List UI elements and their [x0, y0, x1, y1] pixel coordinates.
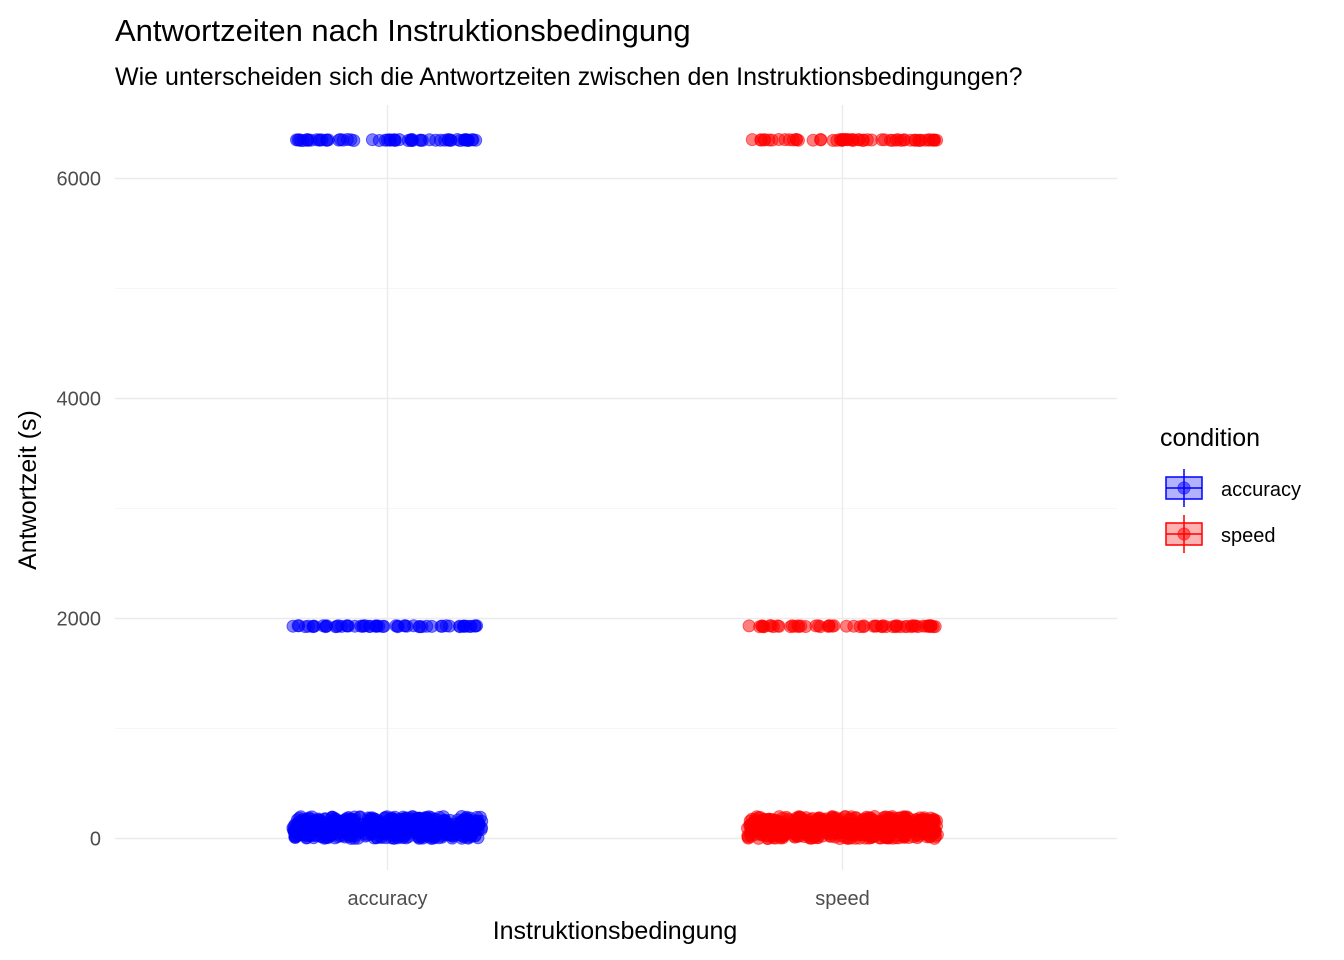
data-point	[912, 133, 926, 147]
data-point	[316, 619, 330, 633]
data-point	[298, 620, 312, 634]
data-point	[804, 831, 818, 845]
series-speed	[741, 133, 944, 845]
data-point	[743, 814, 757, 828]
data-point	[889, 825, 903, 839]
y-axis-title: Antwortzeit (s)	[14, 410, 42, 570]
y-axis-ticks: 0 2000 4000 6000	[57, 169, 102, 851]
data-point	[307, 831, 321, 845]
chart-subtitle: Wie unterscheiden sich die Antwortzeiten…	[115, 63, 1023, 91]
y-tick-label: 0	[90, 829, 101, 851]
data-point	[461, 824, 475, 838]
legend-label-accuracy: accuracy	[1221, 479, 1301, 501]
data-point	[776, 811, 790, 825]
y-tick-label: 2000	[57, 609, 102, 631]
legend-point	[1177, 527, 1191, 541]
legend-label-speed: speed	[1221, 525, 1276, 547]
grid	[115, 105, 1117, 870]
data-point	[745, 133, 759, 147]
data-point	[785, 619, 799, 633]
data-point	[286, 619, 300, 633]
data-point	[859, 812, 873, 826]
data-point	[377, 619, 391, 633]
data-point	[822, 619, 836, 633]
legend-title: condition	[1160, 424, 1260, 452]
data-point	[458, 133, 472, 147]
data-point	[905, 619, 919, 633]
data-point	[758, 133, 772, 147]
data-point	[766, 620, 780, 634]
data-point	[315, 133, 329, 147]
chart-title: Antwortzeiten nach Instruktionsbedingung	[115, 13, 691, 48]
data-point	[459, 813, 473, 827]
x-tick-label-accuracy: accuracy	[347, 888, 427, 910]
legend-key-accuracy	[1165, 469, 1203, 507]
data-point	[742, 619, 756, 633]
data-point	[325, 811, 339, 825]
data-point	[341, 619, 355, 633]
data-point	[442, 821, 456, 835]
data-point	[741, 830, 755, 844]
data-points	[286, 133, 944, 845]
data-point	[413, 133, 427, 147]
data-point	[433, 133, 447, 147]
data-point	[926, 133, 940, 147]
data-point	[288, 831, 302, 844]
data-point	[841, 817, 855, 831]
series-accuracy	[286, 133, 489, 845]
data-point	[791, 133, 805, 147]
data-point	[363, 811, 377, 825]
data-point	[338, 820, 352, 834]
data-point	[391, 620, 405, 634]
data-point	[394, 827, 408, 841]
legend-point	[1177, 481, 1191, 495]
data-point	[453, 620, 467, 634]
data-point	[346, 813, 360, 827]
data-point	[363, 619, 377, 633]
data-point	[344, 133, 358, 147]
data-point	[287, 819, 301, 833]
data-point	[755, 827, 769, 841]
data-point	[794, 820, 808, 834]
data-point	[435, 830, 449, 844]
data-point	[468, 619, 482, 633]
legend: condition accuracy speed	[1160, 424, 1301, 553]
data-point	[439, 619, 453, 633]
x-tick-label-speed: speed	[815, 888, 870, 910]
data-point	[292, 133, 306, 147]
data-point	[913, 824, 927, 838]
data-point	[919, 619, 933, 633]
y-tick-label: 6000	[57, 169, 102, 191]
data-point	[847, 619, 861, 633]
data-point	[892, 811, 906, 825]
data-point	[865, 830, 878, 844]
data-point	[826, 133, 840, 147]
data-point	[415, 620, 429, 634]
data-point	[372, 134, 386, 147]
data-point	[814, 133, 828, 147]
legend-key-speed	[1165, 515, 1203, 553]
x-axis-title: Instruktionsbedingung	[493, 917, 738, 945]
y-tick-label: 4000	[57, 389, 102, 411]
data-point	[885, 133, 899, 147]
data-point	[324, 823, 338, 837]
data-point	[879, 620, 893, 634]
x-axis-ticks: accuracy speed	[347, 888, 869, 910]
data-point	[921, 813, 935, 827]
data-point	[374, 830, 388, 844]
data-point	[851, 133, 865, 147]
